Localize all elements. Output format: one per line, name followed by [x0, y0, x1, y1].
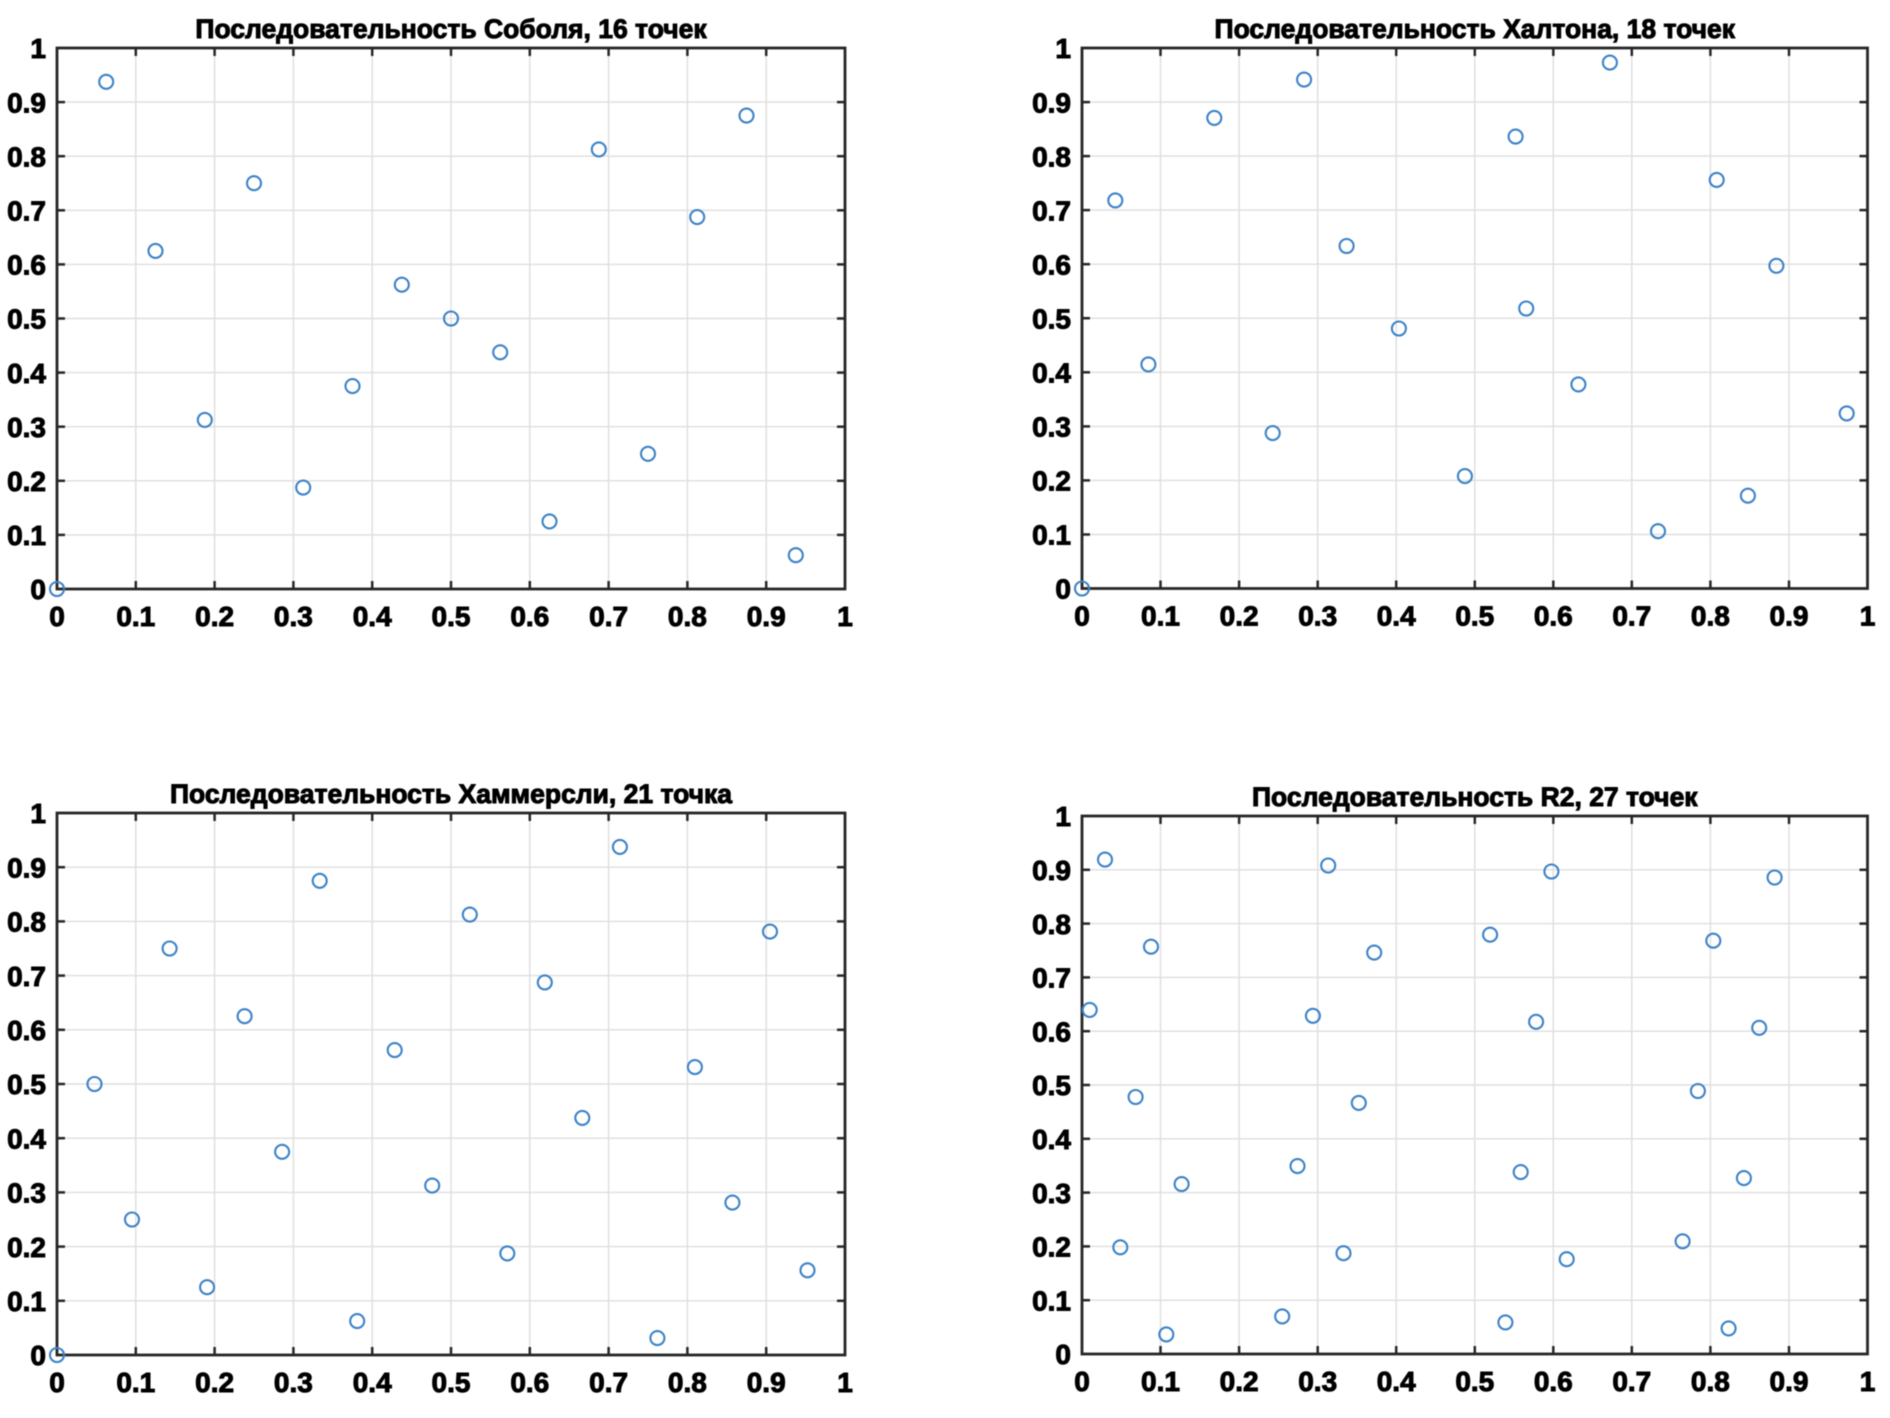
svg-text:0.2: 0.2	[1032, 1232, 1071, 1263]
svg-text:0.3: 0.3	[1298, 1366, 1337, 1397]
svg-text:0.6: 0.6	[510, 601, 549, 632]
svg-text:0: 0	[1055, 1339, 1071, 1370]
svg-text:0.6: 0.6	[7, 250, 46, 281]
svg-text:0.4: 0.4	[7, 1123, 46, 1154]
svg-text:0.3: 0.3	[274, 601, 313, 632]
svg-text:0.7: 0.7	[1032, 195, 1071, 226]
svg-text:0.2: 0.2	[1220, 1366, 1259, 1397]
svg-text:0.1: 0.1	[1141, 1366, 1180, 1397]
svg-text:0.4: 0.4	[1377, 601, 1416, 632]
svg-text:Последовательность R2, 27 точе: Последовательность R2, 27 точек	[1252, 782, 1698, 812]
svg-text:0.9: 0.9	[747, 601, 786, 632]
svg-text:0.7: 0.7	[1612, 601, 1651, 632]
svg-text:1: 1	[30, 798, 46, 829]
svg-text:0.9: 0.9	[1770, 601, 1809, 632]
svg-text:0.7: 0.7	[7, 961, 46, 992]
svg-text:0: 0	[49, 601, 65, 632]
svg-text:0.6: 0.6	[1534, 1366, 1573, 1397]
svg-text:0.9: 0.9	[7, 852, 46, 883]
svg-text:1: 1	[30, 33, 46, 64]
svg-text:0.1: 0.1	[7, 520, 46, 551]
svg-text:0.8: 0.8	[1691, 1366, 1730, 1397]
svg-text:0.5: 0.5	[432, 601, 471, 632]
svg-text:0: 0	[30, 574, 46, 605]
svg-text:1: 1	[1860, 601, 1876, 632]
svg-text:0: 0	[1074, 1366, 1090, 1397]
svg-text:1: 1	[1055, 801, 1071, 832]
svg-text:0.8: 0.8	[7, 907, 46, 938]
svg-text:0.5: 0.5	[7, 304, 46, 335]
svg-text:0: 0	[1055, 574, 1071, 605]
svg-text:0.4: 0.4	[353, 1367, 392, 1398]
svg-text:0.1: 0.1	[1141, 601, 1180, 632]
svg-text:0.4: 0.4	[1377, 1366, 1416, 1397]
svg-text:0.2: 0.2	[195, 601, 234, 632]
svg-text:0.9: 0.9	[747, 1367, 786, 1398]
svg-text:0.7: 0.7	[1612, 1366, 1651, 1397]
svg-text:0: 0	[1074, 601, 1090, 632]
svg-text:0.7: 0.7	[589, 1367, 628, 1398]
svg-text:Последовательность Хаммерсли,: Последовательность Хаммерсли, 21 точка	[170, 779, 732, 809]
svg-text:1: 1	[837, 601, 853, 632]
svg-text:0.6: 0.6	[7, 1015, 46, 1046]
svg-text:0.5: 0.5	[432, 1367, 471, 1398]
svg-text:0.9: 0.9	[7, 87, 46, 118]
svg-text:1: 1	[1860, 1366, 1876, 1397]
svg-text:1: 1	[837, 1367, 853, 1398]
svg-text:Последовательность Соболя, 16: Последовательность Соболя, 16 точек	[195, 14, 707, 44]
svg-text:0.5: 0.5	[7, 1069, 46, 1100]
svg-text:0.2: 0.2	[1220, 601, 1259, 632]
svg-text:0.3: 0.3	[274, 1367, 313, 1398]
svg-text:0.5: 0.5	[1455, 1366, 1494, 1397]
svg-text:0.6: 0.6	[510, 1367, 549, 1398]
svg-text:0.8: 0.8	[1032, 141, 1071, 172]
svg-text:0.2: 0.2	[7, 1232, 46, 1263]
svg-text:Последовательность Халтона, 18: Последовательность Халтона, 18 точек	[1215, 14, 1736, 44]
svg-text:0.1: 0.1	[1032, 520, 1071, 551]
svg-text:0.8: 0.8	[1691, 601, 1730, 632]
svg-text:0.7: 0.7	[589, 601, 628, 632]
svg-text:1: 1	[1055, 33, 1071, 64]
svg-text:0.8: 0.8	[668, 601, 707, 632]
svg-text:0.3: 0.3	[7, 412, 46, 443]
svg-text:0.7: 0.7	[1032, 963, 1071, 994]
svg-text:0.2: 0.2	[195, 1367, 234, 1398]
svg-text:0.1: 0.1	[1032, 1285, 1071, 1316]
svg-text:0.5: 0.5	[1032, 303, 1071, 334]
svg-text:0.3: 0.3	[1032, 1178, 1071, 1209]
svg-text:0.1: 0.1	[116, 601, 155, 632]
svg-text:0.8: 0.8	[668, 1367, 707, 1398]
svg-text:0.3: 0.3	[7, 1178, 46, 1209]
svg-text:0.3: 0.3	[1032, 412, 1071, 443]
svg-text:0: 0	[30, 1340, 46, 1371]
svg-text:0.4: 0.4	[7, 358, 46, 389]
svg-text:0.2: 0.2	[1032, 466, 1071, 497]
svg-text:0.8: 0.8	[1032, 909, 1071, 940]
svg-text:0.8: 0.8	[7, 141, 46, 172]
svg-text:0.6: 0.6	[1534, 601, 1573, 632]
svg-text:0.7: 0.7	[7, 196, 46, 227]
svg-text:0.9: 0.9	[1032, 87, 1071, 118]
svg-text:0.9: 0.9	[1032, 855, 1071, 886]
svg-text:0.5: 0.5	[1032, 1070, 1071, 1101]
svg-text:0.6: 0.6	[1032, 1016, 1071, 1047]
svg-text:0.2: 0.2	[7, 466, 46, 497]
svg-text:0.4: 0.4	[1032, 358, 1071, 389]
svg-text:0.9: 0.9	[1770, 1366, 1809, 1397]
svg-text:0.6: 0.6	[1032, 249, 1071, 280]
svg-text:0.1: 0.1	[116, 1367, 155, 1398]
svg-text:0.3: 0.3	[1298, 601, 1337, 632]
svg-text:0.5: 0.5	[1455, 601, 1494, 632]
svg-text:0: 0	[49, 1367, 65, 1398]
svg-text:0.4: 0.4	[1032, 1124, 1071, 1155]
svg-text:0.4: 0.4	[353, 601, 392, 632]
svg-text:0.1: 0.1	[7, 1286, 46, 1317]
